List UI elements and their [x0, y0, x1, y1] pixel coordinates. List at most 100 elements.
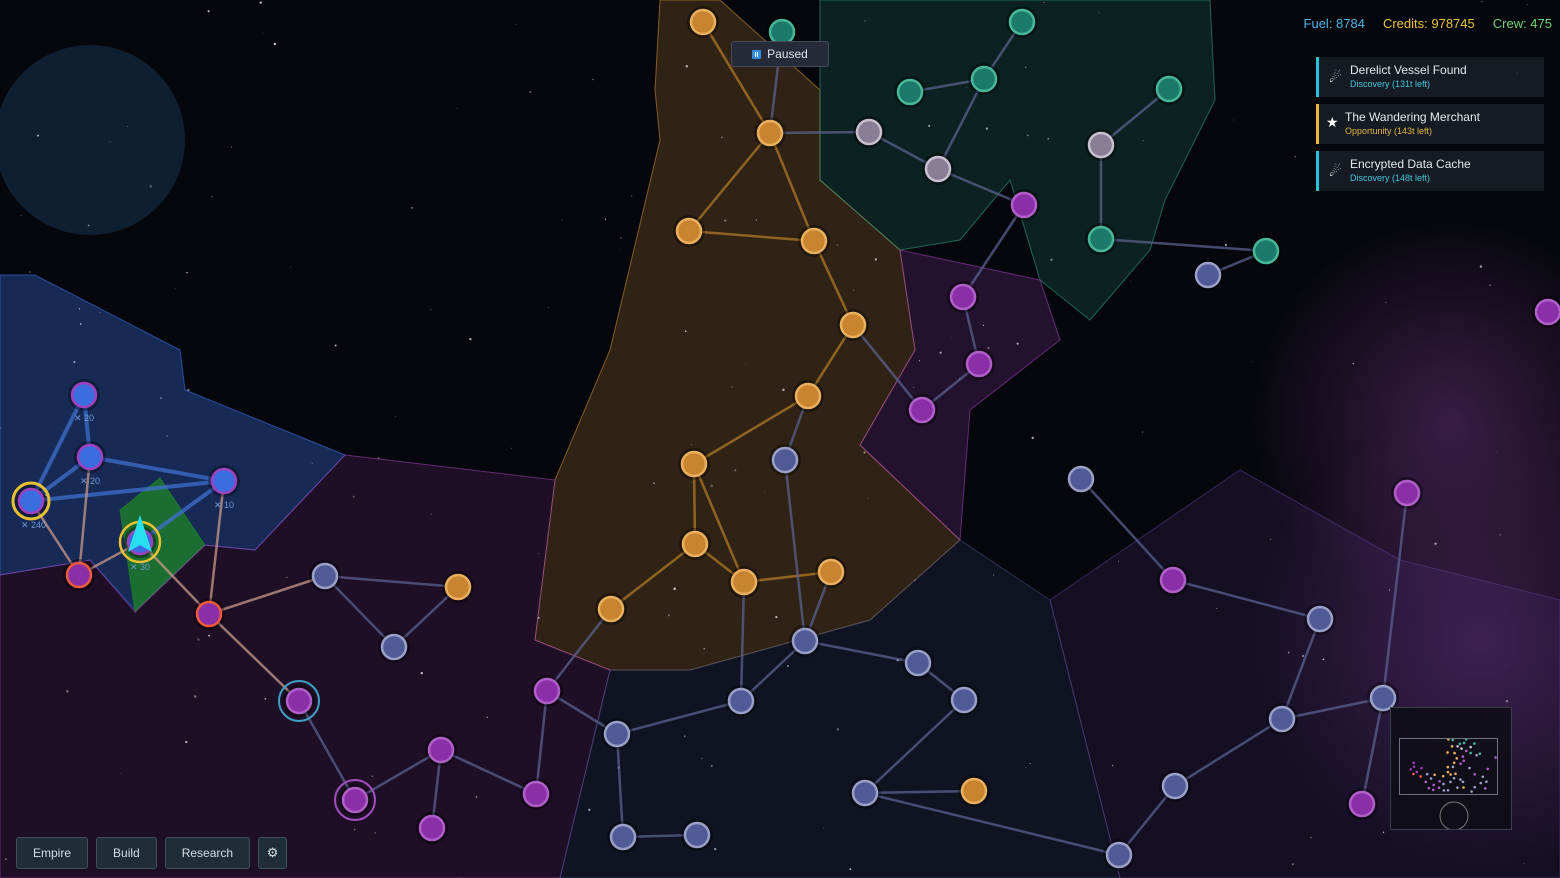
minimap-viewport[interactable] — [1399, 738, 1498, 795]
background-star — [459, 876, 460, 878]
background-star — [537, 553, 539, 554]
node-body — [17, 487, 45, 515]
background-star — [548, 306, 550, 308]
star-system-node[interactable] — [681, 819, 713, 851]
star-system-node[interactable] — [958, 775, 990, 807]
star-system-node[interactable] — [1367, 682, 1399, 714]
star-system-node[interactable] — [687, 6, 719, 38]
star-system-node[interactable] — [309, 560, 341, 592]
background-star — [486, 716, 489, 719]
star-system-node[interactable] — [789, 625, 821, 657]
star-system-node[interactable] — [837, 309, 869, 341]
minimap-node — [1424, 780, 1428, 784]
star-system-node[interactable] — [1532, 296, 1560, 328]
star-system-node[interactable] — [815, 556, 847, 588]
star-system-node[interactable] — [798, 225, 830, 257]
star-system-node[interactable] — [754, 117, 786, 149]
star-system-node[interactable] — [947, 281, 979, 313]
star-system-node[interactable] — [208, 465, 240, 497]
star-system-node[interactable] — [849, 777, 881, 809]
star-system-node[interactable] — [63, 559, 95, 591]
star-system-node[interactable] — [531, 675, 563, 707]
star-system-node[interactable] — [792, 380, 824, 412]
star-system-node[interactable] — [725, 685, 757, 717]
minimap-node — [1446, 770, 1450, 774]
star-system-node[interactable] — [1266, 703, 1298, 735]
star-system-node[interactable] — [193, 598, 225, 630]
background-star — [867, 497, 869, 499]
event-wandering-merchant[interactable]: ★ The Wandering Merchant Opportunity (14… — [1316, 104, 1544, 144]
star-system-node[interactable] — [1008, 189, 1040, 221]
research-button[interactable]: Research — [164, 837, 251, 869]
star-system-node[interactable] — [442, 571, 474, 603]
background-star — [273, 42, 277, 46]
background-star — [684, 330, 687, 333]
star-system-node[interactable] — [678, 448, 710, 480]
event-subtitle: Opportunity (143t left) — [1345, 126, 1433, 136]
star-system-node[interactable] — [1159, 770, 1191, 802]
fleet-strength-label: ✕ 240 — [21, 520, 46, 530]
star-system-node[interactable] — [520, 778, 552, 810]
hyperlane — [692, 463, 746, 583]
star-system-node[interactable] — [728, 566, 760, 598]
star-system-node[interactable] — [68, 379, 100, 411]
star-system-node[interactable] — [894, 76, 926, 108]
star-system-node[interactable] — [607, 821, 639, 853]
star-system-node[interactable] — [766, 16, 798, 48]
star-system-node[interactable] — [15, 485, 47, 517]
star-system-node[interactable] — [1346, 788, 1378, 820]
background-star — [561, 219, 563, 221]
background-star — [87, 224, 90, 227]
player-ship-icon[interactable] — [128, 515, 152, 552]
star-system-node[interactable] — [595, 593, 627, 625]
star-system-node[interactable] — [339, 784, 371, 816]
star-system-node[interactable] — [425, 734, 457, 766]
star-system-node[interactable] — [968, 63, 1000, 95]
background-star — [951, 336, 953, 338]
background-star — [703, 648, 705, 650]
star-system-node[interactable] — [416, 812, 448, 844]
star-system-node[interactable] — [679, 528, 711, 560]
star-system-node[interactable] — [673, 215, 705, 247]
build-button[interactable]: Build — [96, 837, 157, 869]
star-system-node[interactable] — [1085, 223, 1117, 255]
star-system-node[interactable] — [1391, 477, 1423, 509]
star-system-node[interactable] — [1065, 463, 1097, 495]
star-system-node[interactable] — [902, 647, 934, 679]
background-star — [377, 457, 380, 460]
star-system-node[interactable] — [963, 348, 995, 380]
background-star — [1142, 140, 1144, 142]
star-system-node[interactable] — [922, 153, 954, 185]
star-system-node[interactable] — [1006, 6, 1038, 38]
background-star — [1301, 655, 1304, 658]
star-system-node[interactable] — [74, 441, 106, 473]
star-system-node[interactable] — [1085, 129, 1117, 161]
star-system-node[interactable] — [1103, 839, 1135, 871]
background-star — [1098, 12, 1100, 14]
event-encrypted-data-cache[interactable]: ☄ Encrypted Data Cache Discovery (148t l… — [1316, 151, 1544, 191]
background-star — [1481, 0, 1483, 3]
star-system-node[interactable] — [1153, 73, 1185, 105]
node-body — [1534, 298, 1560, 326]
hyperlane — [393, 586, 459, 648]
empire-button[interactable]: Empire — [16, 837, 89, 869]
pause-indicator[interactable]: Paused — [731, 41, 829, 67]
minimap[interactable] — [1390, 707, 1512, 831]
star-system-node[interactable] — [906, 394, 938, 426]
star-system-node[interactable] — [1157, 564, 1189, 596]
star-system-node[interactable] — [769, 444, 801, 476]
star-system-node[interactable] — [1250, 235, 1282, 267]
node-body — [210, 467, 238, 495]
background-star — [4, 858, 7, 860]
background-star — [420, 671, 423, 675]
star-system-node[interactable] — [283, 685, 315, 717]
star-system-node[interactable] — [378, 631, 410, 663]
star-system-node[interactable] — [948, 684, 980, 716]
star-system-node[interactable] — [853, 116, 885, 148]
event-derelict-vessel[interactable]: ☄ Derelict Vessel Found Discovery (131t … — [1316, 57, 1544, 97]
star-system-node[interactable] — [601, 718, 633, 750]
background-star — [311, 462, 313, 464]
star-system-node[interactable] — [1304, 603, 1336, 635]
settings-button[interactable]: ⚙ — [258, 837, 288, 869]
star-system-node[interactable] — [1192, 259, 1224, 291]
